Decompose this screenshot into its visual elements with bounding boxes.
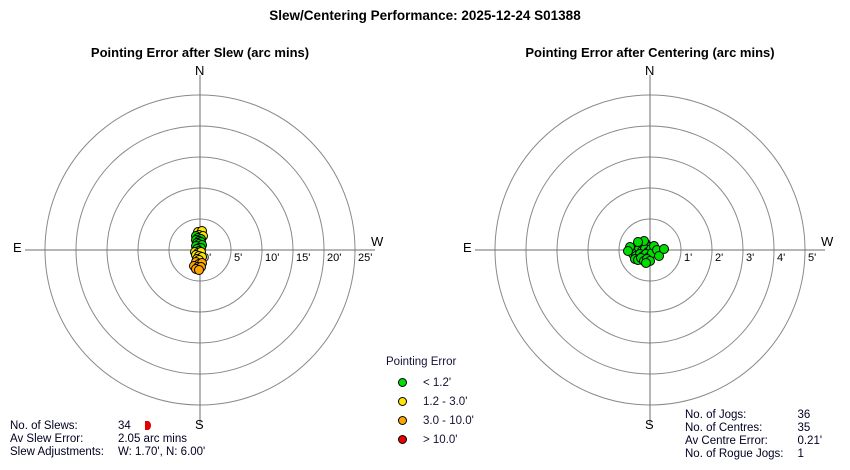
page-title: Slew/Centering Performance: 2025-12-24 S… xyxy=(269,8,581,23)
slew-stat-row: Slew Adjustments: W: 1.70', N: 6.00' xyxy=(10,446,205,459)
centering-stat-row: Av Centre Error: 0.21' xyxy=(685,435,822,448)
legend-items: < 1.2' 1.2 - 3.0' 3.0 - 10.0' > 10.0' xyxy=(385,373,474,449)
slew-data-point xyxy=(194,265,205,276)
centering-tick-label: 5' xyxy=(808,252,817,264)
slew-cardinal-w-label: W xyxy=(371,234,384,249)
slew-tick-label: 15' xyxy=(296,252,311,264)
centering-stat-label: No. of Jogs: xyxy=(685,409,747,421)
centering-tick-label: 1' xyxy=(684,252,693,264)
slew-tick-label: 25' xyxy=(358,252,373,264)
slew-tick-label: 10' xyxy=(265,252,280,264)
centering-cardinal-s-label: S xyxy=(645,417,654,432)
legend-item-label: 1.2 - 3.0' xyxy=(423,395,468,408)
right-panel-title: Pointing Error after Centering (arc mins… xyxy=(525,45,775,60)
legend-swatch-icon xyxy=(398,416,407,425)
slew-statistics: No. of Slews: 34 Av Slew Error: 2.05 arc mi… xyxy=(10,420,205,459)
slew-stat-value: 2.05 arc mins xyxy=(117,433,187,445)
legend-item: 3.0 - 10.0' xyxy=(385,411,474,430)
slew-stat-row: No. of Slews: 34 xyxy=(10,420,205,433)
centering-data-point xyxy=(658,243,669,254)
centering-tick-label: 2' xyxy=(715,252,724,264)
slew-stat-label: Slew Adjustments: xyxy=(10,446,104,458)
slew-cardinal-e-label: E xyxy=(13,240,22,255)
legend-swatch-icon xyxy=(398,435,407,444)
centering-statistics: No. of Jogs: 36 No. of Centres: 35 Av Centre… xyxy=(685,409,822,461)
legend-item: > 10.0' xyxy=(385,430,474,449)
legend-item: < 1.2' xyxy=(385,373,474,392)
centering-stat-row: No. of Rogue Jogs: 1 xyxy=(685,448,822,461)
centering-stat-value: 35 xyxy=(797,422,811,434)
centering-data-point xyxy=(623,245,634,256)
slew-stats-table: No. of Slews: 34 Av Slew Error: 2.05 arc mi… xyxy=(10,420,205,459)
slew-stat-value: 34 xyxy=(118,420,205,433)
centering-cardinal-e-label: E xyxy=(463,240,472,255)
centering-stat-value: 1 xyxy=(797,448,804,460)
slew-stat-label: Av Slew Error: xyxy=(10,433,84,445)
legend-item-label: 3.0 - 10.0' xyxy=(423,414,474,427)
slew-stat-value: W: 1.70', N: 6.00' xyxy=(117,446,206,458)
centering-stat-label: No. of Rogue Jogs: xyxy=(685,448,784,460)
legend: Pointing Error < 1.2' 1.2 - 3.0' 3.0 - 10.… xyxy=(385,356,474,449)
centering-cardinal-w-label: W xyxy=(821,234,834,249)
centering-data-point xyxy=(632,236,643,247)
slew-tick-label: 20' xyxy=(327,252,342,264)
centering-tick-label: 3' xyxy=(746,252,755,264)
centering-cardinal-n-label: N xyxy=(645,63,655,78)
centering-stat-value: 36 xyxy=(797,409,811,421)
slew-tick-label: 5' xyxy=(234,252,243,264)
rogue-flag-icon xyxy=(144,421,151,430)
centering-stat-label: Av Centre Error: xyxy=(685,435,768,447)
centering-data-point xyxy=(641,258,652,269)
legend-swatch-icon xyxy=(398,397,407,406)
centering-tick-label: 4' xyxy=(777,252,786,264)
centering-stat-label: No. of Centres: xyxy=(685,422,763,434)
legend-title: Pointing Error xyxy=(386,356,457,368)
legend-item-label: > 10.0' xyxy=(423,433,458,446)
slew-cardinal-s-label: S xyxy=(195,417,204,432)
legend-item-label: < 1.2' xyxy=(423,376,452,389)
centering-stat-value: 0.21' xyxy=(797,435,823,447)
slew-tick-label: 0' xyxy=(203,252,212,264)
legend-swatch-icon xyxy=(398,378,407,387)
legend-item: 1.2 - 3.0' xyxy=(385,392,474,411)
slew-stat-label: No. of Slews: xyxy=(10,420,78,432)
centering-stats-table: No. of Jogs: 36 No. of Centres: 35 Av Centre… xyxy=(685,409,822,461)
slew-cardinal-n-label: N xyxy=(195,63,205,78)
left-panel-title: Pointing Error after Slew (arc mins) xyxy=(90,45,310,60)
centering-stat-row: No. of Centres: 35 xyxy=(685,422,822,435)
slew-stat-row: Av Slew Error: 2.05 arc mins xyxy=(10,433,205,446)
centering-stat-row: No. of Jogs: 36 xyxy=(685,409,822,422)
